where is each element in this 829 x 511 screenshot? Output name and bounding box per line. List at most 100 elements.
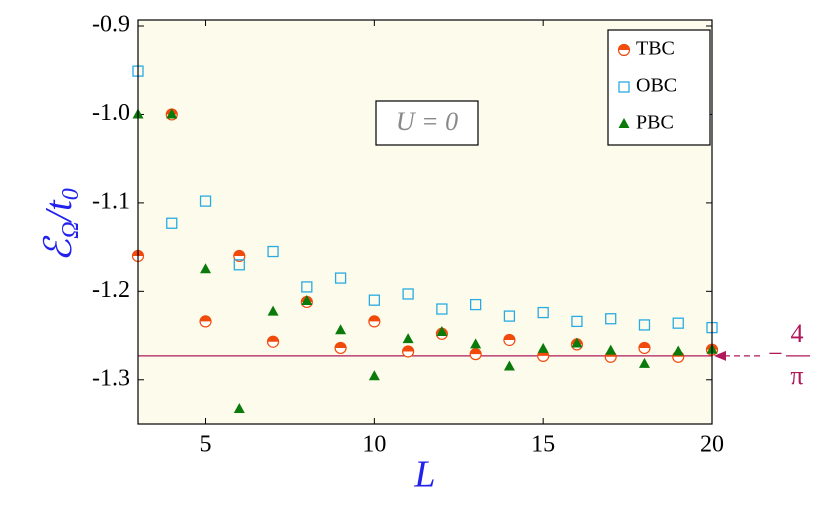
marker-shape [618, 118, 630, 128]
marker-shape [436, 326, 448, 337]
marker-fill [267, 336, 279, 342]
marker-shape [618, 81, 630, 93]
data-point [368, 294, 381, 306]
annotation-box [375, 100, 479, 146]
marker-shape [335, 324, 347, 335]
annotation: U = 0 [396, 107, 458, 136]
data-point [334, 341, 347, 355]
data-point [503, 310, 516, 322]
data-point [266, 335, 280, 348]
marker-shape [503, 360, 515, 371]
marker-shape [267, 305, 279, 316]
data-point [335, 324, 347, 335]
marker-shape [301, 295, 313, 306]
data-point [267, 245, 279, 258]
legend-symbol [618, 81, 630, 93]
reference-denominator: π [790, 361, 803, 390]
data-point [638, 319, 651, 331]
marker-shape [503, 310, 516, 322]
legend-symbol [617, 43, 631, 57]
reference-numerator: 4 [791, 319, 804, 348]
data-point [503, 333, 516, 347]
marker-fill [470, 348, 482, 355]
marker-shape [334, 272, 347, 284]
marker-shape [571, 315, 583, 328]
marker-shape [537, 306, 549, 319]
x-tick-label: 5 [200, 432, 212, 458]
y-axis-label: ℰΩ/t0 [38, 188, 84, 262]
marker-shape [166, 108, 178, 119]
reference-arrowhead [714, 350, 726, 361]
marker-shape [672, 345, 684, 356]
x-tick-label: 15 [531, 432, 555, 458]
data-point [199, 195, 212, 207]
x-axis-label: L [413, 454, 435, 496]
marker-shape [166, 217, 178, 229]
x-tick-label: 10 [362, 432, 386, 458]
legend-label: TBC [636, 38, 675, 60]
data-point [233, 259, 245, 271]
data-point [537, 342, 549, 353]
data-point [368, 315, 381, 328]
reference-sign: − [768, 339, 783, 368]
marker-shape [199, 195, 212, 207]
marker-shape [267, 245, 279, 258]
data-point [334, 272, 347, 284]
data-point [166, 108, 178, 119]
marker-fill [368, 315, 380, 322]
plot-frame [137, 19, 713, 425]
marker-fill [638, 342, 650, 348]
y-tick-label: -0.9 [92, 12, 130, 38]
marker-shape [638, 357, 650, 368]
data-point [469, 348, 482, 361]
data-point [436, 326, 448, 337]
data-point [301, 281, 313, 293]
marker-fill [503, 334, 515, 340]
data-point [638, 357, 650, 368]
data-point [470, 338, 482, 349]
data-point [200, 263, 212, 274]
data-point [469, 298, 482, 311]
marker-shape [402, 288, 414, 300]
marker-shape [368, 294, 381, 306]
marker-shape [469, 298, 482, 311]
data-point [402, 333, 414, 344]
marker-fill [233, 250, 245, 256]
marker-fill [402, 345, 414, 352]
marker-shape [368, 370, 380, 381]
marker-shape [301, 281, 313, 293]
marker-shape [200, 263, 212, 274]
y-tick-label: -1.3 [92, 365, 130, 391]
data-point [571, 315, 583, 328]
marker-shape [605, 344, 617, 355]
data-point [436, 303, 448, 315]
y-tick-label: -1.2 [92, 277, 130, 303]
y-tick-label: -1.1 [92, 188, 130, 214]
data-point [368, 370, 380, 381]
marker-shape [638, 319, 651, 331]
y-axis-label-part: ℰ [38, 235, 80, 262]
data-point [233, 402, 245, 413]
data-point [267, 305, 279, 316]
data-point [672, 317, 684, 329]
legend-label: PBC [636, 112, 674, 134]
marker-shape [436, 303, 448, 315]
marker-shape [233, 402, 245, 413]
marker-fill [200, 315, 212, 322]
data-point [199, 315, 212, 328]
data-point [301, 295, 313, 306]
marker-shape [470, 338, 482, 349]
data-point [537, 306, 549, 319]
y-axis-label-part: Ω [58, 221, 84, 238]
marker-fill [618, 44, 630, 50]
marker-shape [571, 337, 583, 348]
data-point [402, 345, 415, 358]
data-point [503, 360, 515, 371]
y-tick-label: -1.0 [92, 100, 130, 126]
legend-symbol [618, 118, 630, 128]
marker-shape [605, 313, 617, 325]
marker-shape [233, 259, 245, 271]
data-point [605, 344, 617, 355]
data-point [571, 337, 583, 348]
